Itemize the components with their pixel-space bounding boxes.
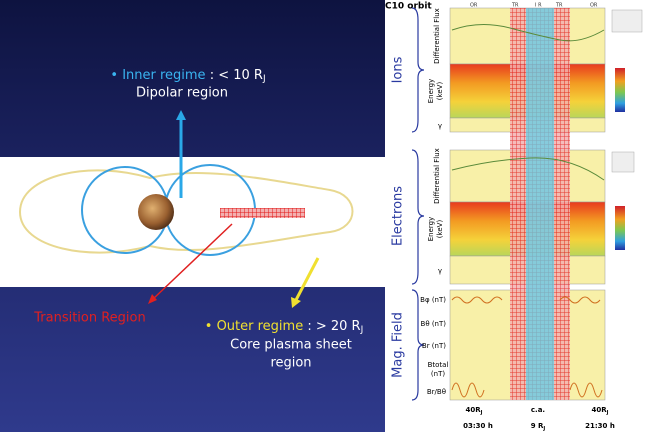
- group-label: Electrons: [391, 186, 406, 246]
- panel-label: Differential Flux: [433, 148, 441, 204]
- panel-label: Bθ (nT): [421, 320, 447, 328]
- axis-label: 03:30 h: [463, 422, 493, 430]
- group-label: Ions: [391, 56, 406, 83]
- panel-label: γ: [438, 122, 442, 130]
- inner-stripe: [526, 8, 554, 400]
- outer-regime: • Outer regime : > 20 RJ: [205, 319, 364, 335]
- region-label: TR: [511, 3, 519, 9]
- jupiter: [138, 194, 174, 230]
- plasma-sheet: [220, 208, 305, 218]
- region-label: OR: [590, 3, 598, 9]
- panel-label: (keV): [436, 220, 444, 239]
- panel-label: Bφ (nT): [420, 296, 446, 304]
- figure-title: C10 orbit: [385, 2, 432, 12]
- group-label: Mag. Field: [391, 312, 406, 378]
- legend-box: [612, 152, 634, 172]
- panel-label: Btotal: [428, 361, 449, 369]
- axis-label: c.a.: [531, 406, 545, 414]
- colorbar: [615, 206, 625, 250]
- outer-desc: Core plasma sheet: [230, 338, 352, 353]
- panel-label: Differential Flux: [433, 8, 441, 64]
- region-label: I R: [535, 3, 542, 9]
- inner-desc: Dipolar region: [136, 86, 228, 101]
- region-label: TR: [555, 3, 563, 9]
- slide: • Inner regime : < 10 RJ Dipolar region …: [0, 0, 664, 432]
- inner-regime: • Inner regime : < 10 RJ: [110, 68, 265, 84]
- panel-label: Energy: [427, 217, 435, 242]
- panel-label: (nT): [431, 370, 445, 378]
- outer-desc: region: [270, 356, 311, 371]
- panel-label: Br/Bθ: [427, 388, 446, 396]
- region-label: OR: [470, 3, 478, 9]
- panel-label: (keV): [436, 82, 444, 101]
- panel-label: γ: [438, 267, 442, 275]
- panel-label: Energy: [427, 79, 435, 104]
- axis-label: 21:30 h: [585, 422, 615, 430]
- panel-label: Br (nT): [422, 342, 446, 350]
- legend-box: [612, 10, 642, 32]
- transition-label: Transition Region: [33, 311, 146, 326]
- colorbar: [615, 68, 625, 112]
